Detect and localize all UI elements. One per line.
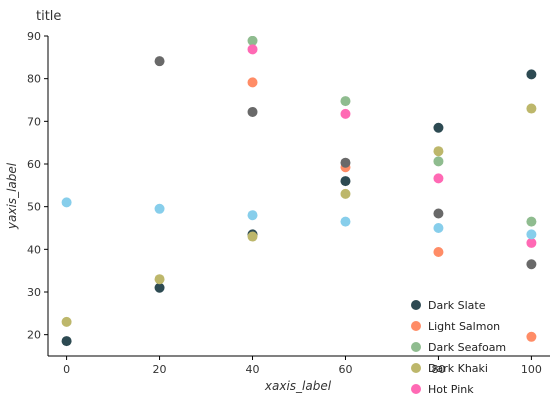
y-axis-label: yaxis_label bbox=[5, 162, 19, 230]
y-tick-label: 70 bbox=[27, 115, 41, 128]
legend: Dark Slate Light Salmon Dark Seafoam Dark K… bbox=[411, 299, 506, 396]
x-axis: 0 20 40 60 80 100 bbox=[48, 355, 550, 376]
legend-label-light-salmon: Light Salmon bbox=[428, 320, 500, 333]
marker-dark-khaki bbox=[526, 103, 537, 114]
x-axis-label: xaxis_label bbox=[264, 379, 332, 393]
marker-hot-pink bbox=[526, 237, 537, 248]
marker-sky-blue bbox=[154, 203, 165, 214]
marker-dark-seafoam bbox=[526, 216, 537, 227]
marker-dark-khaki bbox=[247, 231, 258, 242]
marker-dark-slate bbox=[340, 176, 351, 187]
marker-dim-gray bbox=[433, 208, 444, 219]
chart-title: title bbox=[36, 9, 61, 24]
x-tick-label: 60 bbox=[338, 363, 352, 376]
legend-marker-dark-khaki bbox=[411, 363, 421, 373]
marker-dark-slate bbox=[61, 336, 72, 347]
marker-hot-pink bbox=[433, 173, 444, 184]
marker-dim-gray bbox=[247, 106, 258, 117]
marker-dark-khaki bbox=[61, 316, 72, 327]
marker-dark-khaki bbox=[433, 146, 444, 157]
y-tick-label: 80 bbox=[27, 73, 41, 86]
marker-sky-blue bbox=[433, 223, 444, 233]
legend-label-dark-slate: Dark Slate bbox=[428, 299, 486, 312]
legend-marker-dark-seafoam bbox=[411, 342, 421, 352]
marker-dark-slate bbox=[526, 69, 537, 80]
marker-sky-blue bbox=[526, 229, 537, 240]
marker-dark-khaki bbox=[154, 274, 165, 285]
marker-light-salmon bbox=[526, 331, 537, 342]
y-tick-label: 60 bbox=[27, 158, 41, 171]
marker-dark-seafoam bbox=[433, 156, 444, 167]
y-tick-label: 50 bbox=[27, 201, 41, 214]
marker-light-salmon bbox=[433, 247, 444, 257]
y-tick-label: 40 bbox=[27, 243, 41, 256]
y-axis: 20 30 40 50 60 70 80 90 bbox=[27, 30, 49, 356]
marker-dim-gray bbox=[526, 259, 537, 270]
marker-dark-seafoam bbox=[247, 36, 258, 46]
marker-dark-slate bbox=[433, 122, 444, 133]
marker-sky-blue bbox=[247, 210, 258, 221]
x-tick-label: 100 bbox=[521, 363, 542, 376]
x-tick-label: 20 bbox=[153, 363, 167, 376]
y-tick-label: 20 bbox=[27, 329, 41, 342]
marker-dim-gray bbox=[340, 157, 351, 168]
marker-hot-pink bbox=[340, 108, 351, 119]
series-markers bbox=[61, 0, 537, 347]
marker-light-salmon bbox=[247, 77, 258, 88]
marker-dark-khaki bbox=[340, 188, 351, 199]
marker-sky-blue bbox=[340, 216, 351, 227]
legend-label-dark-seafoam: Dark Seafoam bbox=[428, 341, 506, 354]
y-tick-label: 90 bbox=[27, 30, 41, 43]
marker-dim-gray bbox=[62, 5, 72, 15]
y-tick-label: 30 bbox=[27, 286, 41, 299]
legend-label-dark-khaki: Dark Khaki bbox=[428, 362, 488, 375]
marker-hot-pink bbox=[247, 44, 258, 55]
marker-dim-gray bbox=[154, 56, 165, 67]
marker-dark-seafoam bbox=[340, 96, 351, 107]
legend-label-hot-pink: Hot Pink bbox=[428, 383, 474, 396]
legend-marker-dark-slate bbox=[411, 300, 421, 310]
legend-marker-light-salmon bbox=[411, 321, 421, 331]
x-tick-label: 80 bbox=[431, 363, 445, 376]
x-tick-label: 40 bbox=[246, 363, 260, 376]
legend-marker-hot-pink bbox=[411, 384, 421, 394]
x-tick-label: 0 bbox=[63, 363, 70, 376]
marker-dark-slate bbox=[154, 282, 165, 293]
marker-sky-blue bbox=[61, 197, 72, 208]
marker-light-salmon bbox=[155, 0, 165, 3]
